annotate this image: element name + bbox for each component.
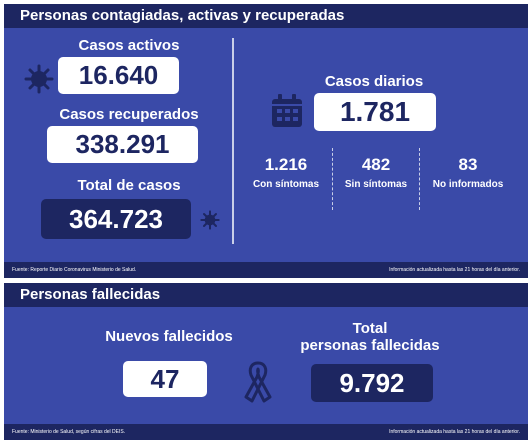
total-casos-label: Total de casos bbox=[77, 177, 181, 194]
total-fallecidos-value: 9.792 bbox=[311, 364, 433, 402]
nuevos-fallecidos-value: 47 bbox=[123, 361, 207, 397]
total-fallecidos-label-line1: Total bbox=[352, 320, 388, 337]
breakdown-divider bbox=[419, 148, 421, 210]
footer-source: Fuente: Reporte Diario Coronavirus Minis… bbox=[12, 267, 137, 273]
breakdown-divider bbox=[332, 148, 334, 210]
contagiados-panel-title: Personas contagiadas, activas y recupera… bbox=[4, 4, 528, 28]
total-fallecidos-label-line2: personas fallecidas bbox=[300, 337, 440, 354]
footer-source: Fuente: Ministerio de Salud, según cifra… bbox=[12, 429, 126, 435]
fallecidos-panel-title: Personas fallecidas bbox=[4, 283, 528, 307]
ribbon-icon bbox=[244, 361, 272, 408]
casos-diarios-label: Casos diarios bbox=[324, 73, 424, 90]
fallecidos-panel-footer: Fuente: Ministerio de Salud, según cifra… bbox=[4, 424, 528, 440]
casos-activos-value: 16.640 bbox=[58, 57, 179, 94]
contagiados-panel: Personas contagiadas, activas y recupera… bbox=[4, 4, 528, 278]
calendar-icon bbox=[271, 94, 303, 133]
total-casos-value: 364.723 bbox=[41, 199, 191, 239]
sin-sintomas-label: Sin síntomas bbox=[344, 179, 408, 190]
contagiados-panel-footer: Fuente: Reporte Diario Coronavirus Minis… bbox=[4, 262, 528, 278]
no-informados-label: No informados bbox=[432, 179, 504, 190]
footer-update: Información actualizada hasta las 21 hor… bbox=[389, 429, 520, 435]
no-informados-value: 83 bbox=[458, 155, 478, 174]
casos-activos-label: Casos activos bbox=[78, 37, 180, 54]
sin-sintomas-value: 482 bbox=[361, 155, 391, 174]
fallecidos-panel: Personas fallecidas Nuevos fallecidos 47… bbox=[4, 283, 528, 440]
footer-update: Información actualizada hasta las 21 hor… bbox=[389, 267, 520, 273]
virus-icon bbox=[24, 64, 54, 99]
con-sintomas-value: 1.216 bbox=[264, 155, 308, 174]
casos-diarios-value: 1.781 bbox=[314, 93, 436, 131]
casos-recuperados-value: 338.291 bbox=[47, 126, 198, 163]
casos-recuperados-label: Casos recuperados bbox=[59, 106, 199, 123]
nuevos-fallecidos-label: Nuevos fallecidos bbox=[105, 328, 233, 345]
virus-icon bbox=[200, 210, 220, 235]
section-divider bbox=[232, 38, 234, 244]
con-sintomas-label: Con síntomas bbox=[252, 179, 320, 190]
